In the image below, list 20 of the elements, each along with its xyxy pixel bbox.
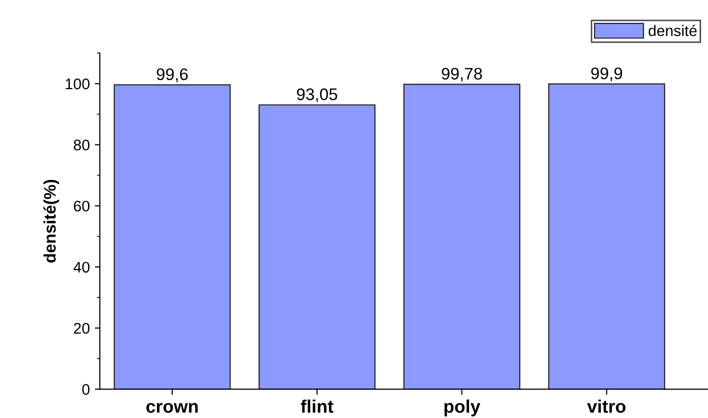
- x-tick-label: crown: [146, 402, 198, 413]
- bar: [403, 84, 520, 390]
- data-label: 99,78: [442, 68, 482, 82]
- y-axis-title: densité(%): [43, 180, 60, 263]
- bar: [258, 104, 376, 390]
- y-tick-label: 20: [74, 322, 90, 334]
- x-tick-label: vitro: [587, 400, 626, 413]
- legend-label: densité: [648, 24, 697, 36]
- y-tick-label: 80: [74, 140, 90, 150]
- data-label: 99,9: [591, 67, 622, 82]
- y-tick-label: 0: [82, 384, 90, 395]
- y-tick-label: 100: [66, 78, 90, 90]
- y-tick-label: 40: [73, 262, 90, 273]
- y-tick-label: 60: [74, 200, 90, 212]
- bar: [114, 84, 231, 390]
- data-label: 99,6: [156, 68, 188, 82]
- x-tick-label: flint: [300, 400, 334, 413]
- x-tick-label: poly: [444, 400, 480, 416]
- data-label: 93,05: [296, 88, 338, 102]
- bar: [548, 83, 666, 390]
